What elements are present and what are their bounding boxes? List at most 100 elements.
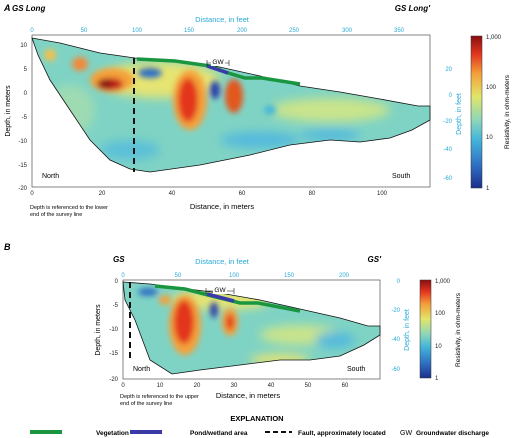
panel-b-distance-m-tick: 50 — [305, 383, 312, 389]
panel-a-feet-tick: 100 — [132, 28, 143, 34]
panel-b-colorbar-tick: 10 — [435, 344, 442, 350]
panel-b-feet-tick: 0 — [121, 273, 125, 279]
panel-a-north-label: North — [42, 173, 59, 180]
panel-b-end-label: GS′ — [368, 255, 383, 264]
panel-a-depth-m-tick: -15 — [18, 163, 27, 169]
panel-a-feet-tick: 350 — [394, 28, 405, 34]
panel-a-feet-tick: 50 — [81, 28, 88, 34]
panel-b-resistivity-section — [123, 282, 380, 374]
panel-a-distance-m-tick: 40 — [169, 191, 176, 197]
panel-a-note-line1: Depth is referenced to the lower — [30, 205, 108, 211]
panel-a-depth-ft-tick: -40 — [443, 147, 452, 153]
panel-a-depth-m-tick: -10 — [18, 139, 27, 145]
panel-b-depth-ft-title: Depth, in feet — [404, 309, 411, 351]
panel-a-depth-m-title: Depth, in meters — [5, 85, 12, 137]
panel-b-distance-m-tick: 40 — [268, 383, 275, 389]
panel-b-colorbar-ticks: 1,000 100 10 1 — [435, 279, 451, 382]
panel-b-depth-ft-tick: -60 — [391, 367, 400, 373]
panel-a-depth-ft-tick: 20 — [445, 67, 452, 73]
panel-b-depth-m-ticks: 0 -5 -10 -15 -20 — [109, 279, 118, 383]
panel-a-depth-m-tick: -20 — [18, 186, 27, 192]
panel-a-feet-ticks: 0 50 100 150 200 250 300 350 — [30, 28, 404, 34]
panel-b-depth-ft-tick: 0 — [397, 279, 401, 285]
panel-a-feet-tick: 200 — [237, 28, 248, 34]
panel-a-colorbar-tick: 10 — [486, 135, 493, 141]
panel-b-depth-m-tick: 0 — [115, 279, 119, 285]
panel-a-start-label: GS Long — [12, 4, 45, 13]
panel-b-distance-m-tick: 20 — [194, 383, 201, 389]
legend-fault-label: Fault, approximately located — [298, 430, 386, 437]
panel-b: B GS GS′ Distance, in feet 0 50 100 150 … — [4, 242, 462, 407]
panel-a-colorbar-tick: 100 — [486, 85, 497, 91]
panel-a-colorbar-title: Resistivity, in ohm-meters — [504, 74, 511, 149]
panel-b-feet-tick: 200 — [339, 273, 350, 279]
panel-b-depth-m-tick: -20 — [109, 377, 118, 383]
panel-a-depth-ft-ticks: 20 0 -20 -40 -60 — [443, 67, 452, 182]
panel-a-feet-axis-title: Distance, in feet — [195, 15, 250, 24]
legend-gw-label: Groundwater discharge — [416, 430, 489, 437]
panel-a-depth-ft-tick: 0 — [449, 93, 453, 99]
panel-a-depth-ft-tick: -60 — [443, 176, 452, 182]
panel-b-colorbar-tick: 1,000 — [435, 279, 451, 285]
panel-b-distance-m-title: Distance, in meters — [216, 391, 280, 400]
panel-b-distance-m-tick: 0 — [121, 383, 125, 389]
panel-b-feet-tick: 150 — [284, 273, 295, 279]
panel-b-feet-axis-title: Distance, in feet — [195, 257, 250, 266]
panel-a-depth-m-ticks: 10 5 0 -5 -10 -15 -20 — [18, 43, 27, 192]
panel-b-colorbar-tick: 1 — [435, 376, 439, 382]
panel-b-note-line2: end of the survey line — [120, 401, 172, 407]
explanation-title: EXPLANATION — [230, 414, 283, 423]
panel-a-pond-line — [206, 64, 229, 75]
panel-b-distance-m-tick: 30 — [231, 383, 238, 389]
panel-b-distance-m-ticks: 0 10 20 30 40 50 60 — [121, 383, 349, 389]
panel-a-distance-m-tick: 100 — [377, 191, 388, 197]
panel-b-feet-tick: 50 — [175, 273, 182, 279]
panel-a-distance-m-tick: 0 — [30, 191, 34, 197]
panel-a-distance-m-tick: 80 — [309, 191, 316, 197]
panel-b-north-label: North — [133, 366, 150, 373]
panel-a-note-line2: end of the survey line — [30, 212, 82, 218]
panel-b-depth-ft-tick: -40 — [391, 337, 400, 343]
explanation-legend: EXPLANATION Vegetation Pond/wetland area… — [30, 414, 489, 437]
legend-vegetation-label: Vegetation — [96, 430, 129, 437]
panel-a-end-label: GS Long′ — [395, 4, 431, 13]
panel-a-colorbar — [470, 35, 483, 189]
panel-b-colorbar — [419, 279, 432, 379]
panel-b-depth-m-tick: -10 — [109, 327, 118, 333]
panel-a-south-label: South — [392, 173, 410, 180]
panel-a-depth-ft-title: Depth, in feet — [456, 93, 463, 135]
panel-a: A GS Long GS Long′ Distance, in feet 0 5… — [3, 3, 511, 218]
panel-b-depth-m-tick: -15 — [109, 351, 118, 357]
panel-a-depth-m-tick: -5 — [22, 115, 28, 121]
panel-b-south-label: South — [347, 366, 365, 373]
panel-a-depth-m-tick: 5 — [24, 67, 28, 73]
panel-b-depth-ft-ticks: 0 -20 -40 -60 — [391, 279, 400, 373]
panel-b-feet-ticks: 0 50 100 150 200 — [121, 273, 349, 279]
panel-a-depth-m-tick: 0 — [24, 91, 28, 97]
panel-a-letter: A — [3, 3, 11, 13]
panel-a-distance-m-title: Distance, in meters — [190, 202, 254, 211]
panel-a-feet-tick: 300 — [342, 28, 353, 34]
panel-a-distance-m-ticks: 0 20 40 60 80 100 — [30, 191, 387, 197]
panel-b-groundwater-marker: GW — [205, 285, 235, 294]
panel-a-depth-m-tick: 10 — [20, 43, 27, 49]
panel-a-colorbar-tick: 1 — [486, 186, 490, 192]
panel-a-distance-m-tick: 20 — [99, 191, 106, 197]
panel-b-note-line1: Depth is referenced to the upper — [120, 394, 199, 400]
panel-a-gw-label: GW — [212, 59, 224, 66]
panel-b-colorbar-title: Resistivity, in ohm-meters — [455, 292, 462, 367]
panel-a-feet-tick: 250 — [289, 28, 300, 34]
panel-b-depth-m-tick: -5 — [113, 303, 119, 309]
panel-a-groundwater-marker: GW — [206, 57, 230, 66]
panel-b-depth-ft-tick: -20 — [391, 308, 400, 314]
panel-a-feet-tick: 150 — [184, 28, 195, 34]
panel-b-start-label: GS — [113, 255, 125, 264]
panel-b-gw-label: GW — [214, 287, 226, 294]
panel-b-depth-m-title: Depth, in meters — [95, 304, 102, 356]
panel-a-colorbar-tick: 1,000 — [486, 35, 502, 41]
panel-b-colorbar-tick: 100 — [435, 311, 446, 317]
panel-a-feet-tick: 0 — [30, 28, 34, 34]
panel-b-pond-line — [206, 292, 235, 303]
panel-b-section-outline — [122, 281, 381, 375]
